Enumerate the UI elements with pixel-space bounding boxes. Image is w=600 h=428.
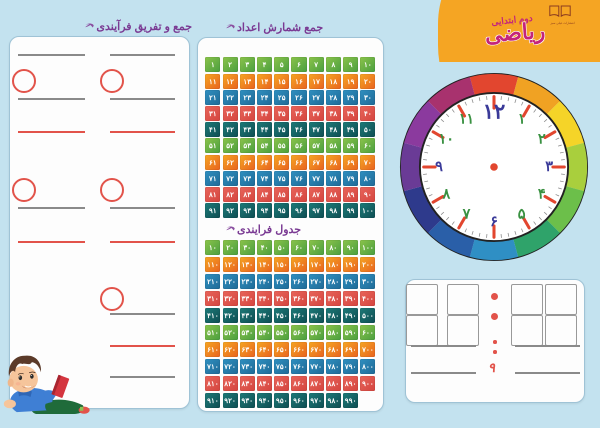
svg-text:۳: ۳	[545, 159, 553, 175]
svg-text:۲: ۲	[538, 131, 546, 147]
svg-text:۷: ۷	[462, 207, 471, 223]
svg-text:۶: ۶	[490, 214, 498, 230]
svg-text:۹: ۹	[435, 159, 443, 175]
svg-text:۱۲: ۱۲	[483, 100, 505, 123]
svg-text:۱۱: ۱۱	[459, 111, 474, 127]
svg-text:۵: ۵	[518, 207, 526, 223]
svg-text:۴: ۴	[538, 187, 546, 203]
svg-text:۱۰: ۱۰	[439, 131, 454, 147]
svg-text:۸: ۸	[441, 187, 450, 203]
svg-text:۱: ۱	[518, 111, 526, 127]
